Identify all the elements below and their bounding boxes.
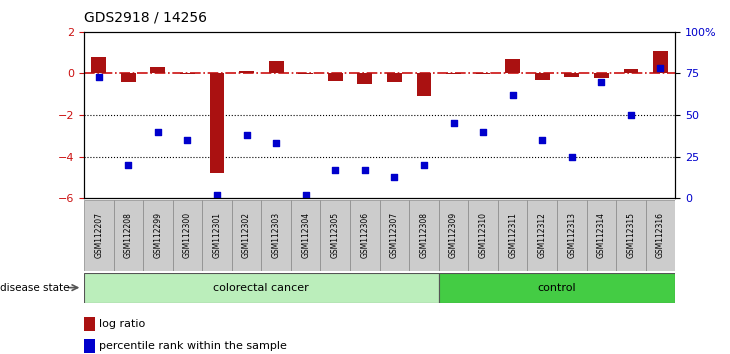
Bar xyxy=(210,74,224,173)
Point xyxy=(537,137,548,143)
Bar xyxy=(150,67,165,74)
Bar xyxy=(653,51,668,74)
Bar xyxy=(616,200,645,271)
Text: GSM112308: GSM112308 xyxy=(420,212,429,258)
Text: GSM112302: GSM112302 xyxy=(242,212,251,258)
Point xyxy=(270,141,282,146)
Bar xyxy=(239,72,254,74)
Bar xyxy=(527,200,557,271)
Text: GSM112309: GSM112309 xyxy=(449,212,458,258)
Bar xyxy=(84,200,114,271)
Point xyxy=(182,137,193,143)
Text: GSM112312: GSM112312 xyxy=(538,212,547,258)
Text: percentile rank within the sample: percentile rank within the sample xyxy=(99,341,286,352)
Text: GDS2918 / 14256: GDS2918 / 14256 xyxy=(84,11,207,25)
Bar xyxy=(439,273,675,303)
Text: GSM112300: GSM112300 xyxy=(183,212,192,258)
Bar xyxy=(358,74,372,84)
Bar xyxy=(587,200,616,271)
Text: GSM112307: GSM112307 xyxy=(390,212,399,258)
Text: disease state: disease state xyxy=(0,282,69,293)
Bar xyxy=(535,74,550,80)
Text: GSM112207: GSM112207 xyxy=(94,212,103,258)
Text: GSM112301: GSM112301 xyxy=(212,212,221,258)
Bar xyxy=(172,200,202,271)
Point xyxy=(596,79,607,85)
Point xyxy=(211,192,223,198)
Text: GSM112311: GSM112311 xyxy=(508,212,517,258)
Point xyxy=(388,174,400,179)
Point xyxy=(123,162,134,168)
Point xyxy=(300,192,312,198)
Point xyxy=(477,129,489,135)
Bar xyxy=(387,74,402,82)
Bar xyxy=(439,200,469,271)
Bar xyxy=(557,200,586,271)
Bar xyxy=(91,57,106,74)
Text: GSM112305: GSM112305 xyxy=(331,212,339,258)
Point xyxy=(359,167,371,173)
Bar xyxy=(114,200,143,271)
Text: control: control xyxy=(538,282,576,293)
Bar xyxy=(623,69,638,74)
Point xyxy=(447,120,459,126)
Bar xyxy=(231,200,261,271)
Text: GSM112310: GSM112310 xyxy=(479,212,488,258)
Text: GSM112208: GSM112208 xyxy=(124,212,133,258)
Bar xyxy=(469,200,498,271)
Point xyxy=(418,162,430,168)
Text: GSM112299: GSM112299 xyxy=(153,212,162,258)
Bar xyxy=(261,200,291,271)
Text: GSM112303: GSM112303 xyxy=(272,212,280,258)
Bar xyxy=(409,200,439,271)
Bar xyxy=(594,74,609,78)
Text: GSM112304: GSM112304 xyxy=(301,212,310,258)
Bar xyxy=(269,61,283,74)
Point xyxy=(241,132,253,138)
Bar xyxy=(564,74,579,76)
Bar xyxy=(143,200,172,271)
Bar xyxy=(498,200,527,271)
Point xyxy=(329,167,341,173)
Text: GSM112313: GSM112313 xyxy=(567,212,576,258)
Bar xyxy=(320,200,350,271)
Text: GSM112314: GSM112314 xyxy=(597,212,606,258)
Point xyxy=(93,74,104,80)
Point xyxy=(152,129,164,135)
Bar xyxy=(84,273,439,303)
Bar xyxy=(291,200,320,271)
Bar xyxy=(380,200,409,271)
Point xyxy=(566,154,577,160)
Bar xyxy=(84,339,95,353)
Bar xyxy=(645,200,675,271)
Text: GSM112316: GSM112316 xyxy=(656,212,665,258)
Text: colorectal cancer: colorectal cancer xyxy=(213,282,310,293)
Bar xyxy=(328,74,342,81)
Bar xyxy=(84,317,95,331)
Bar xyxy=(121,74,136,82)
Text: GSM112315: GSM112315 xyxy=(626,212,635,258)
Point xyxy=(507,92,518,98)
Bar xyxy=(505,59,520,74)
Point xyxy=(625,112,637,118)
Bar xyxy=(350,200,380,271)
Text: GSM112306: GSM112306 xyxy=(361,212,369,258)
Bar xyxy=(417,74,431,96)
Bar xyxy=(202,200,231,271)
Point xyxy=(655,65,666,71)
Text: log ratio: log ratio xyxy=(99,319,145,329)
